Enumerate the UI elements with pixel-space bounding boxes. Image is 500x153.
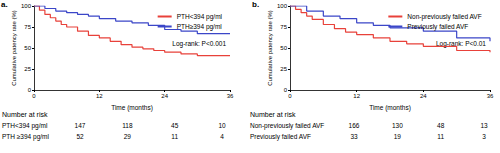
svg-text:33: 33: [350, 133, 358, 140]
svg-text:11: 11: [171, 133, 178, 140]
svg-text:0: 0: [284, 87, 288, 93]
svg-text:Time (months): Time (months): [111, 104, 153, 112]
svg-text:Non-previously failed AVF: Non-previously failed AVF: [250, 122, 324, 130]
svg-text:Log-rank: P<0.01: Log-rank: P<0.01: [435, 40, 486, 47]
svg-text:29: 29: [124, 133, 132, 140]
svg-text:Previously failed AVF: Previously failed AVF: [407, 23, 468, 31]
svg-text:36: 36: [487, 93, 494, 99]
svg-text:0: 0: [28, 87, 32, 93]
svg-text:0: 0: [288, 93, 292, 99]
svg-text:166: 166: [349, 122, 360, 129]
svg-text:75: 75: [280, 24, 287, 30]
svg-text:24: 24: [420, 93, 427, 99]
svg-text:48: 48: [437, 122, 445, 129]
svg-text:Number at risk: Number at risk: [250, 111, 296, 118]
svg-text:PTH≥394 pg/ml: PTH≥394 pg/ml: [177, 23, 223, 31]
svg-text:13: 13: [480, 122, 488, 129]
svg-text:12: 12: [96, 93, 103, 99]
svg-text:100: 100: [277, 3, 288, 9]
svg-text:19: 19: [394, 133, 402, 140]
svg-text:52: 52: [76, 133, 84, 140]
svg-text:0: 0: [32, 93, 36, 99]
svg-text:PTH<394 pg/ml: PTH<394 pg/ml: [177, 13, 223, 21]
svg-text:a.: a.: [1, 0, 8, 9]
svg-text:PTH ≥394 pg/ml: PTH ≥394 pg/ml: [2, 133, 49, 141]
svg-text:Non-previously failed AVF: Non-previously failed AVF: [407, 13, 481, 21]
svg-text:10: 10: [218, 122, 226, 129]
svg-text:12: 12: [353, 93, 360, 99]
svg-text:100: 100: [21, 3, 32, 9]
svg-text:Time (months): Time (months): [369, 104, 411, 112]
svg-text:25: 25: [24, 66, 31, 72]
svg-text:Number at risk: Number at risk: [2, 111, 48, 118]
svg-text:Cumulative patency rate (%): Cumulative patency rate (%): [267, 10, 273, 86]
svg-text:130: 130: [392, 122, 403, 129]
svg-text:25: 25: [280, 66, 287, 72]
svg-text:3: 3: [482, 133, 486, 140]
svg-text:PTH<394 pg/ml: PTH<394 pg/ml: [2, 122, 48, 130]
svg-text:24: 24: [161, 93, 168, 99]
svg-text:75: 75: [24, 24, 31, 30]
svg-text:11: 11: [437, 133, 444, 140]
svg-text:4: 4: [220, 133, 224, 140]
svg-text:50: 50: [24, 45, 31, 51]
svg-text:147: 147: [75, 122, 86, 129]
svg-text:36: 36: [227, 93, 234, 99]
svg-text:45: 45: [171, 122, 179, 129]
svg-text:Log-rank: P<0.001: Log-rank: P<0.001: [172, 40, 226, 48]
svg-text:50: 50: [280, 45, 287, 51]
svg-text:b.: b.: [252, 0, 259, 9]
svg-text:Previously failed AVF: Previously failed AVF: [250, 133, 311, 141]
svg-text:Cumulative patency rate (%): Cumulative patency rate (%): [11, 10, 17, 86]
svg-text:118: 118: [122, 122, 133, 129]
